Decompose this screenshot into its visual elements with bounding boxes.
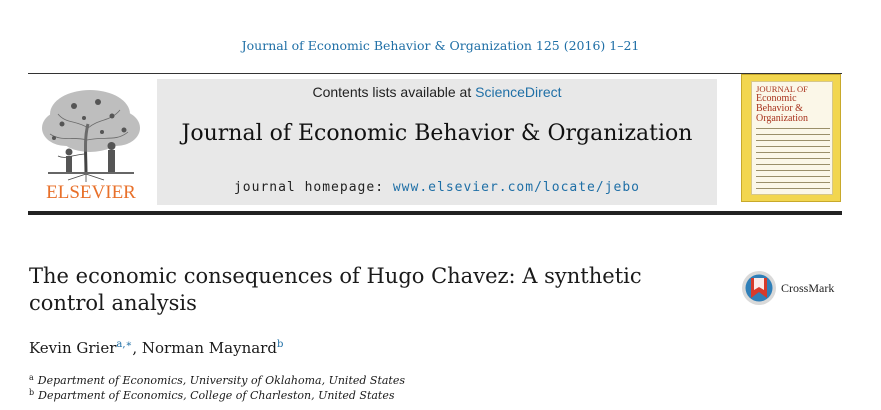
header-bottom-rule — [28, 211, 842, 215]
author-affiliation-marks[interactable]: b — [276, 339, 284, 350]
author-name[interactable]: Norman Maynard — [141, 339, 277, 357]
crossmark-button[interactable]: CrossMark — [741, 270, 851, 306]
elsevier-logo: ELSEVIER — [42, 90, 140, 202]
crossmark-label: CrossMark — [781, 281, 835, 295]
cover-title: JOURNAL OF Economic Behavior & Organizat… — [756, 84, 809, 124]
author-name[interactable]: Kevin Grier — [29, 339, 117, 357]
figure-icon — [65, 142, 116, 172]
journal-banner: Contents lists available at ScienceDirec… — [157, 79, 717, 205]
contents-availability-line: Contents lists available at ScienceDirec… — [157, 84, 717, 100]
affiliation-a: a Department of Economics, University of … — [29, 373, 406, 387]
crossmark-icon — [742, 271, 776, 305]
author-affiliation-marks[interactable]: a,∗ — [116, 339, 133, 350]
journal-homepage-line: journal homepage: www.elsevier.com/locat… — [157, 180, 717, 195]
journal-citation-link[interactable]: Journal of Economic Behavior & Organizat… — [241, 38, 640, 53]
publisher-wordmark: ELSEVIER — [46, 182, 136, 202]
affiliation-b: b Department of Economics, College of Cha… — [29, 388, 395, 402]
journal-title: Journal of Economic Behavior & Organizat… — [181, 121, 693, 146]
journal-cover-thumbnail: JOURNAL OF Economic Behavior & Organizat… — [741, 74, 841, 202]
sciencedirect-link[interactable]: ScienceDirect — [475, 84, 562, 100]
cover-contents-lines — [756, 128, 830, 194]
contents-prefix: Contents lists available at — [312, 84, 476, 100]
journal-homepage-link[interactable]: www.elsevier.com/locate/jebo — [392, 180, 641, 195]
author-list: Kevin Griera,∗, Norman Maynardb — [29, 339, 284, 357]
header-top-rule — [28, 73, 842, 74]
article-title: The economic consequences of Hugo Chavez… — [29, 264, 642, 315]
homepage-prefix: journal homepage: — [233, 180, 393, 195]
